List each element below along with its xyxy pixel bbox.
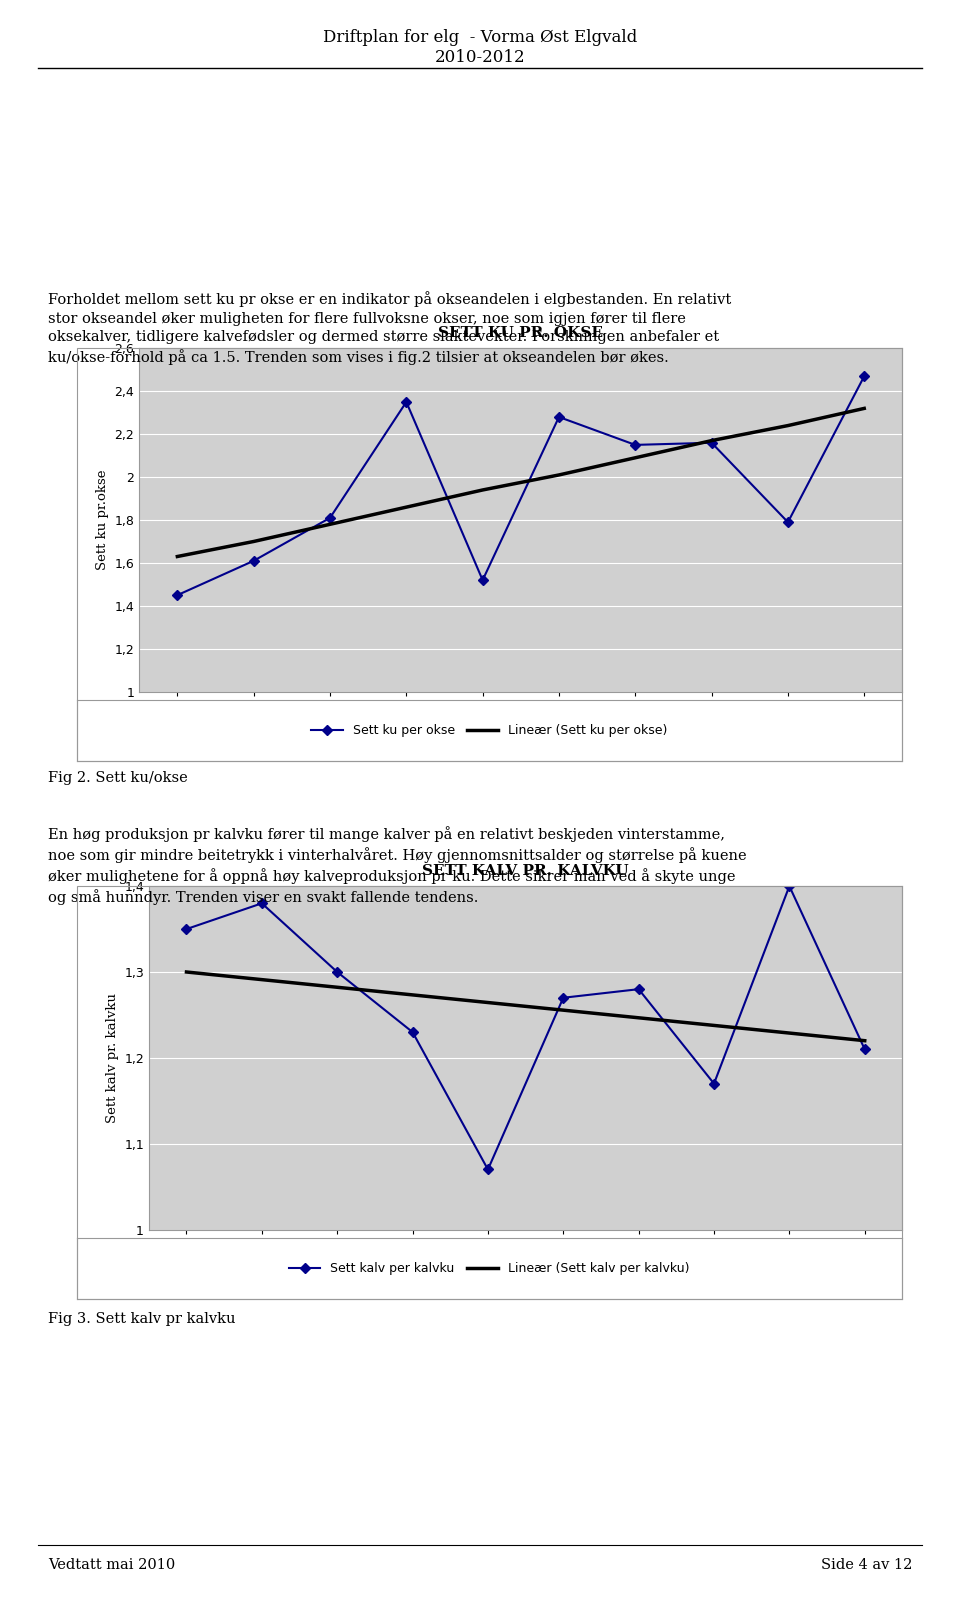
Text: Vedtatt mai 2010: Vedtatt mai 2010 (48, 1558, 176, 1573)
Legend: Sett kalv per kalvku, Lineær (Sett kalv per kalvku): Sett kalv per kalvku, Lineær (Sett kalv … (284, 1257, 695, 1280)
Legend: Sett ku per okse, Lineær (Sett ku per okse): Sett ku per okse, Lineær (Sett ku per ok… (306, 719, 673, 742)
Text: Forholdet mellom sett ku pr okse er en indikator på okseandelen i elgbestanden. : Forholdet mellom sett ku pr okse er en i… (48, 292, 732, 364)
Text: En høg produksjon pr kalvku fører til mange kalver på en relativt beskjeden vint: En høg produksjon pr kalvku fører til ma… (48, 826, 747, 906)
Text: Fig 2. Sett ku/okse: Fig 2. Sett ku/okse (48, 771, 188, 786)
Y-axis label: Sett ku pr.okse: Sett ku pr.okse (96, 470, 108, 570)
Text: 2010-2012: 2010-2012 (435, 49, 525, 65)
Text: Fig 3. Sett kalv pr kalvku: Fig 3. Sett kalv pr kalvku (48, 1312, 235, 1327)
Text: Driftplan for elg  - Vorma Øst Elgvald: Driftplan for elg - Vorma Øst Elgvald (323, 29, 637, 45)
Text: Side 4 av 12: Side 4 av 12 (821, 1558, 912, 1573)
Y-axis label: Sett kalv pr. kalvku: Sett kalv pr. kalvku (106, 993, 119, 1123)
X-axis label: År: År (511, 719, 531, 734)
X-axis label: År: År (516, 1257, 536, 1272)
Title: SETT KU PR. OKSE: SETT KU PR. OKSE (439, 326, 603, 340)
Title: SETT KALV PR. KALVKU: SETT KALV PR. KALVKU (422, 863, 629, 878)
